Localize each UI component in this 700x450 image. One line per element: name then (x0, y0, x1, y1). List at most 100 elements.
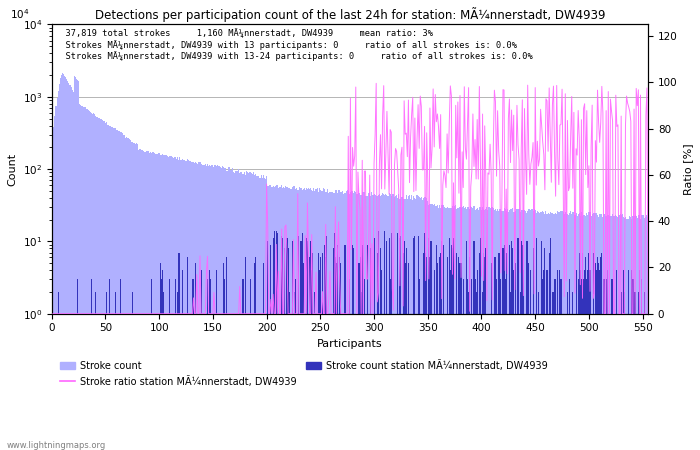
Bar (309, 189, 310, 450)
Bar (298, 190, 300, 450)
Bar (527, 212, 528, 450)
Bar (479, 252, 480, 450)
Bar (523, 210, 524, 450)
Bar (521, 210, 522, 450)
Bar (332, 248, 334, 450)
Bar (326, 236, 328, 450)
Bar (136, 143, 137, 450)
Bar (486, 207, 487, 450)
Bar (563, 212, 564, 450)
Bar (641, 215, 642, 450)
Bar (593, 252, 594, 450)
Bar (250, 172, 251, 450)
Bar (155, 154, 157, 450)
Bar (473, 207, 475, 450)
Bar (511, 241, 512, 450)
Bar (97, 117, 99, 450)
Bar (189, 161, 190, 450)
Bar (639, 270, 640, 450)
Bar (300, 241, 302, 450)
Bar (627, 219, 628, 450)
Bar (386, 241, 388, 450)
Bar (209, 166, 210, 450)
Bar (202, 165, 203, 450)
Bar (386, 195, 388, 450)
Bar (380, 196, 381, 450)
Bar (526, 213, 527, 450)
Bar (441, 205, 442, 450)
Bar (295, 279, 296, 450)
Bar (561, 211, 563, 450)
Bar (304, 190, 306, 450)
Bar (424, 233, 425, 450)
Bar (83, 107, 85, 450)
Bar (349, 279, 350, 450)
Bar (265, 179, 266, 450)
Bar (253, 172, 254, 450)
Bar (586, 213, 587, 450)
Bar (596, 213, 597, 450)
Bar (274, 186, 276, 450)
Y-axis label: Ratio [%]: Ratio [%] (683, 143, 693, 195)
Bar (210, 166, 211, 450)
Bar (116, 130, 117, 450)
Bar (383, 194, 384, 450)
Bar (514, 212, 515, 450)
Bar (264, 178, 265, 450)
Bar (377, 252, 378, 450)
Bar (398, 194, 399, 450)
Bar (288, 292, 290, 450)
Bar (61, 75, 62, 450)
Bar (503, 208, 505, 450)
Bar (499, 209, 500, 450)
Bar (107, 125, 108, 450)
Bar (482, 292, 483, 450)
Bar (582, 216, 583, 450)
Bar (436, 207, 437, 450)
Bar (461, 207, 463, 450)
Bar (542, 211, 543, 450)
Bar (499, 252, 500, 450)
Bar (616, 216, 617, 450)
Bar (184, 161, 186, 450)
Bar (512, 208, 513, 450)
Bar (160, 155, 161, 450)
Bar (584, 215, 585, 450)
Bar (187, 257, 188, 450)
Bar (358, 193, 360, 450)
Bar (580, 216, 581, 450)
Bar (204, 165, 205, 450)
Bar (599, 270, 600, 450)
Bar (595, 213, 596, 450)
Bar (63, 74, 64, 450)
Bar (630, 314, 631, 450)
Bar (390, 279, 391, 450)
Bar (117, 130, 118, 450)
Bar (81, 106, 83, 450)
Bar (551, 213, 552, 450)
Bar (246, 172, 248, 450)
Bar (456, 252, 457, 450)
Bar (404, 199, 405, 450)
Bar (323, 189, 324, 450)
Bar (365, 196, 366, 450)
Bar (300, 188, 302, 450)
Bar (397, 198, 398, 450)
Bar (226, 171, 228, 450)
Bar (336, 190, 337, 450)
Bar (190, 161, 191, 450)
Bar (133, 143, 134, 450)
Bar (302, 189, 304, 450)
Bar (73, 92, 74, 450)
Bar (391, 197, 392, 450)
Bar (463, 206, 464, 450)
Bar (356, 194, 358, 450)
Bar (513, 212, 514, 450)
Bar (510, 209, 511, 450)
Bar (511, 209, 512, 450)
Bar (162, 270, 163, 450)
Bar (598, 263, 599, 450)
Bar (159, 153, 160, 450)
Bar (415, 199, 416, 450)
Bar (168, 157, 169, 450)
